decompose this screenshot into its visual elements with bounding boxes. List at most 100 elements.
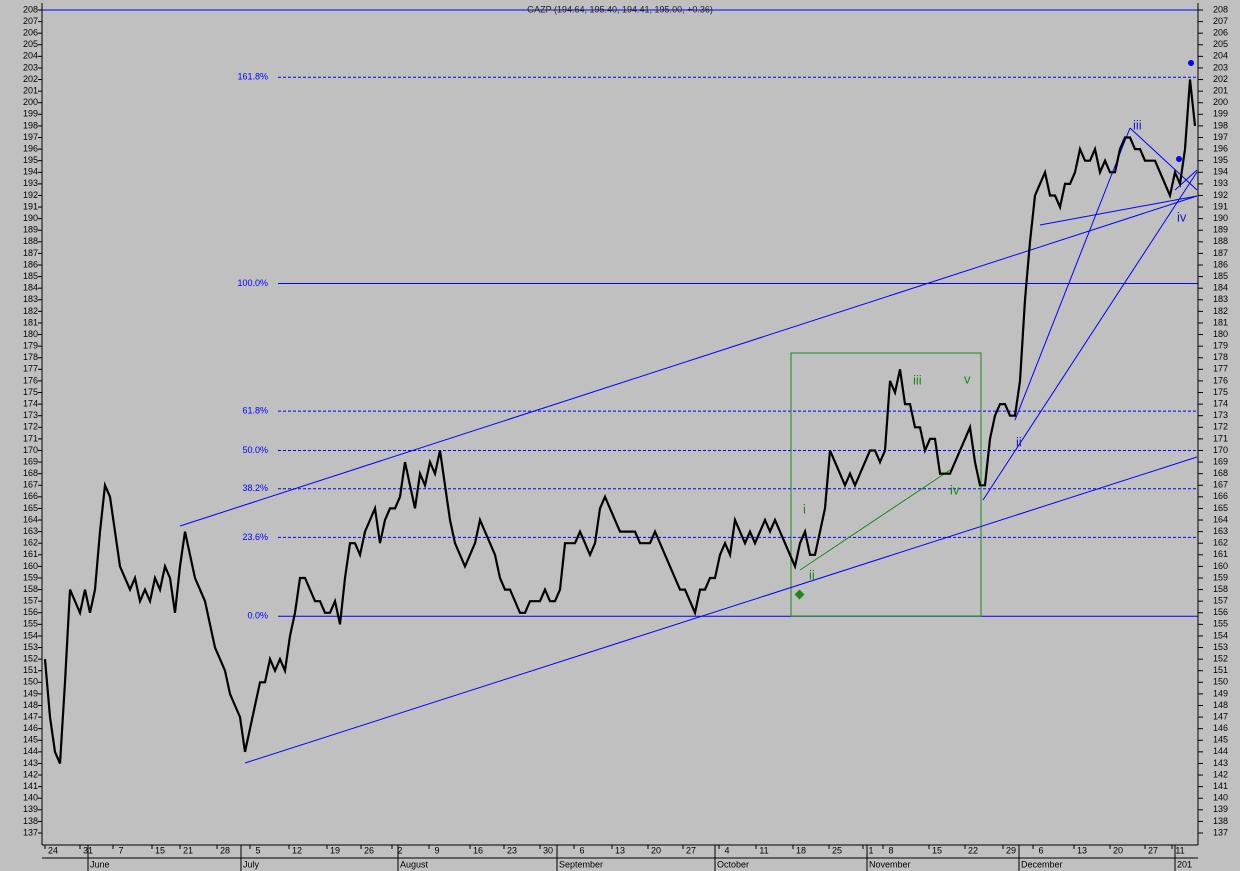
x-tick-label: 13 [1077,845,1087,855]
y-tick-label: 179 [1213,341,1228,351]
y-tick-label: 178 [1213,352,1228,362]
trend-line [1039,195,1198,226]
x-tick-label: 4 [724,845,729,855]
y-tick-label: 152 [23,654,38,664]
y-tick-label: 197 [23,132,38,142]
y-tick-label: 188 [23,236,38,246]
fib-label: 50.0% [242,445,268,455]
x-tick-label: 2 [397,845,402,855]
y-tick-label: 175 [1213,387,1228,397]
y-tick-label: 196 [1213,143,1228,153]
y-tick-label: 177 [23,364,38,374]
y-tick-label: 208 [1213,4,1228,14]
wave-label: ii [1016,434,1022,449]
y-tick-label: 150 [1213,677,1228,687]
y-tick-label: 194 [1213,167,1228,177]
y-tick-label: 156 [23,607,38,617]
y-tick-label: 139 [1213,804,1228,814]
month-label: June [90,859,110,869]
y-tick-label: 176 [23,375,38,385]
x-tick-label: 28 [220,845,230,855]
y-tick-label: 140 [1213,793,1228,803]
x-tick-label: 18 [796,845,806,855]
y-tick-label: 165 [23,503,38,513]
y-tick-label: 169 [23,456,38,466]
y-tick-label: 183 [23,294,38,304]
y-tick-label: 185 [23,271,38,281]
y-tick-label: 143 [1213,758,1228,768]
month-label: November [869,859,911,869]
month-label: July [243,859,260,869]
marker [1188,60,1194,66]
x-tick-label: 21 [183,845,193,855]
fib-label: 161.8% [237,72,268,82]
fib-label: 100.0% [237,278,268,288]
x-tick-label: 24 [48,845,58,855]
y-tick-label: 181 [1213,317,1228,327]
y-tick-label: 205 [1213,39,1228,49]
y-tick-label: 147 [23,711,38,721]
y-tick-label: 208 [23,4,38,14]
x-tick-label: 13 [615,845,625,855]
x-tick-label: 12 [292,845,302,855]
marker [1176,156,1182,162]
y-tick-label: 170 [1213,445,1228,455]
x-tick-label: 27 [686,845,696,855]
trend-line [244,456,1198,764]
y-tick-label: 180 [1213,329,1228,339]
wave-label: iv [950,482,960,497]
y-tick-label: 165 [1213,503,1228,513]
y-tick-label: 145 [1213,735,1228,745]
y-tick-label: 167 [1213,480,1228,490]
y-tick-label: 176 [1213,375,1228,385]
y-tick-label: 174 [23,398,38,408]
y-tick-label: 203 [23,62,38,72]
y-tick-label: 138 [1213,816,1228,826]
y-tick-label: 159 [1213,572,1228,582]
y-tick-label: 201 [1213,86,1228,96]
y-tick-label: 175 [23,387,38,397]
x-tick-label: 5 [255,845,260,855]
month-label: 201 [1177,859,1192,869]
y-tick-label: 183 [1213,294,1228,304]
wave-label: v [964,371,971,386]
y-tick-label: 171 [1213,433,1228,443]
fib-label: 23.6% [242,532,268,542]
y-tick-label: 191 [23,201,38,211]
x-tick-label: 26 [364,845,374,855]
y-tick-label: 145 [23,735,38,745]
y-tick-label: 202 [23,74,38,84]
y-tick-label: 144 [23,746,38,756]
y-tick-label: 200 [23,97,38,107]
y-tick-label: 158 [1213,584,1228,594]
trend-line [799,469,951,571]
y-tick-label: 207 [23,16,38,26]
fib-label: 61.8% [242,405,268,415]
trend-line [982,171,1198,501]
x-tick-label: 6 [1038,845,1043,855]
y-tick-label: 137 [23,827,38,837]
y-tick-label: 191 [1213,201,1228,211]
y-tick-label: 204 [23,51,38,61]
y-tick-label: 203 [1213,62,1228,72]
chart-title: GAZP (194.64, 195.40, 194.41, 195.00, +0… [527,4,713,14]
wave-label: iii [913,372,922,387]
x-tick-label: 30 [543,845,553,855]
y-tick-label: 206 [1213,28,1228,38]
y-tick-label: 153 [1213,642,1228,652]
y-tick-label: 150 [23,677,38,687]
y-tick-label: 153 [23,642,38,652]
y-tick-label: 195 [23,155,38,165]
y-tick-label: 207 [1213,16,1228,26]
y-tick-label: 157 [23,596,38,606]
levels: 161.8% 100.0% 61.8% 50.0% 38.2% 23.6% 0.0% [42,9,1198,621]
month-label: December [1021,859,1063,869]
y-tick-label: 180 [23,329,38,339]
y-tick-label: 164 [23,514,38,524]
y-tick-label: 148 [1213,700,1228,710]
y-tick-label: 146 [1213,723,1228,733]
x-tick-label: 15 [932,845,942,855]
price-line [43,79,1197,764]
y-tick-label: 194 [23,167,38,177]
y-tick-label: 155 [23,619,38,629]
